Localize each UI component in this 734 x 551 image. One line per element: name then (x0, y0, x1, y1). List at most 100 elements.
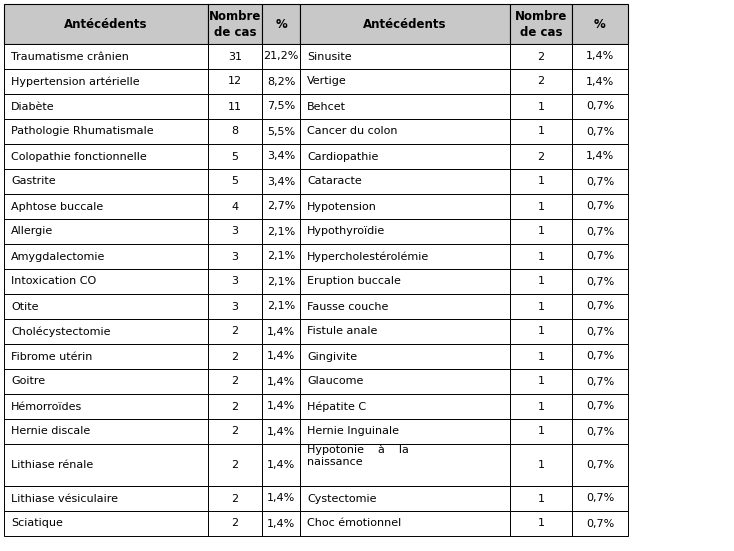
Text: 0,7%: 0,7% (586, 226, 614, 236)
Text: 0,7%: 0,7% (586, 127, 614, 137)
Text: 31: 31 (228, 51, 242, 62)
Bar (262, 4, 300, 44)
Text: Pathologie Rhumatismale: Pathologie Rhumatismale (11, 127, 153, 137)
Text: 0,7%: 0,7% (586, 327, 614, 337)
Bar (208, 394, 262, 419)
Text: Behcet: Behcet (307, 101, 346, 111)
Bar (300, 4, 510, 44)
Bar (300, 419, 510, 444)
Bar (510, 444, 572, 486)
Text: Colopathie fonctionnelle: Colopathie fonctionnelle (11, 152, 147, 161)
Text: 1,4%: 1,4% (267, 518, 295, 528)
Bar (300, 69, 510, 94)
Text: 0,7%: 0,7% (586, 518, 614, 528)
Text: 1,4%: 1,4% (267, 376, 295, 386)
Bar (572, 344, 628, 369)
Text: 1: 1 (537, 301, 545, 311)
Text: Hypertension artérielle: Hypertension artérielle (11, 76, 139, 87)
Text: 8: 8 (231, 127, 239, 137)
Text: 3: 3 (231, 251, 239, 262)
Text: Nombre
de cas: Nombre de cas (208, 9, 261, 39)
Text: 1: 1 (537, 251, 545, 262)
Bar (4, 369, 208, 394)
Text: 0,7%: 0,7% (586, 494, 614, 504)
Text: 1: 1 (537, 494, 545, 504)
Text: 1,4%: 1,4% (267, 494, 295, 504)
Bar (300, 244, 510, 269)
Bar (262, 269, 300, 294)
Bar (262, 244, 300, 269)
Bar (4, 4, 208, 44)
Text: %: % (275, 18, 287, 30)
Bar (208, 44, 262, 69)
Bar (300, 169, 510, 194)
Bar (262, 419, 300, 444)
Text: 0,7%: 0,7% (586, 376, 614, 386)
Bar (572, 194, 628, 219)
Bar (572, 419, 628, 444)
Bar (510, 319, 572, 344)
Text: Hernie discale: Hernie discale (11, 426, 90, 436)
Text: Hypotension: Hypotension (307, 202, 377, 212)
Bar (262, 511, 300, 536)
Text: Cardiopathie: Cardiopathie (307, 152, 378, 161)
Bar (300, 319, 510, 344)
Text: 3,4%: 3,4% (267, 176, 295, 186)
Bar (208, 219, 262, 244)
Bar (572, 319, 628, 344)
Bar (208, 119, 262, 144)
Bar (510, 394, 572, 419)
Text: Antécédents: Antécédents (65, 18, 148, 30)
Bar (510, 419, 572, 444)
Text: Allergie: Allergie (11, 226, 54, 236)
Bar (208, 294, 262, 319)
Bar (510, 4, 572, 44)
Bar (300, 219, 510, 244)
Text: 1,4%: 1,4% (586, 152, 614, 161)
Text: 1: 1 (537, 518, 545, 528)
Bar (300, 369, 510, 394)
Bar (4, 419, 208, 444)
Bar (510, 119, 572, 144)
Bar (300, 269, 510, 294)
Bar (208, 144, 262, 169)
Text: 1,4%: 1,4% (267, 352, 295, 361)
Text: Cholécystectomie: Cholécystectomie (11, 326, 111, 337)
Bar (300, 94, 510, 119)
Bar (208, 94, 262, 119)
Text: 2: 2 (231, 402, 239, 412)
Text: 0,7%: 0,7% (586, 251, 614, 262)
Text: 1,4%: 1,4% (267, 402, 295, 412)
Text: Intoxication CO: Intoxication CO (11, 277, 96, 287)
Text: 2,1%: 2,1% (267, 251, 295, 262)
Text: 1,4%: 1,4% (267, 426, 295, 436)
Text: Nombre
de cas: Nombre de cas (515, 9, 567, 39)
Bar (208, 511, 262, 536)
Text: Sinusite: Sinusite (307, 51, 352, 62)
Text: Traumatisme crânien: Traumatisme crânien (11, 51, 129, 62)
Bar (510, 144, 572, 169)
Text: 7,5%: 7,5% (267, 101, 295, 111)
Text: 3,4%: 3,4% (267, 152, 295, 161)
Bar (4, 119, 208, 144)
Bar (300, 444, 510, 486)
Bar (572, 269, 628, 294)
Bar (262, 344, 300, 369)
Text: Antécédents: Antécédents (363, 18, 447, 30)
Bar (4, 269, 208, 294)
Bar (262, 394, 300, 419)
Text: 1: 1 (537, 101, 545, 111)
Bar (510, 69, 572, 94)
Bar (572, 294, 628, 319)
Bar (4, 219, 208, 244)
Text: %: % (594, 18, 606, 30)
Bar (208, 169, 262, 194)
Bar (572, 169, 628, 194)
Bar (510, 511, 572, 536)
Text: Hypothyroïdie: Hypothyroïdie (307, 226, 385, 236)
Text: 2: 2 (231, 460, 239, 470)
Text: Cancer du colon: Cancer du colon (307, 127, 398, 137)
Bar (572, 244, 628, 269)
Bar (208, 4, 262, 44)
Bar (208, 369, 262, 394)
